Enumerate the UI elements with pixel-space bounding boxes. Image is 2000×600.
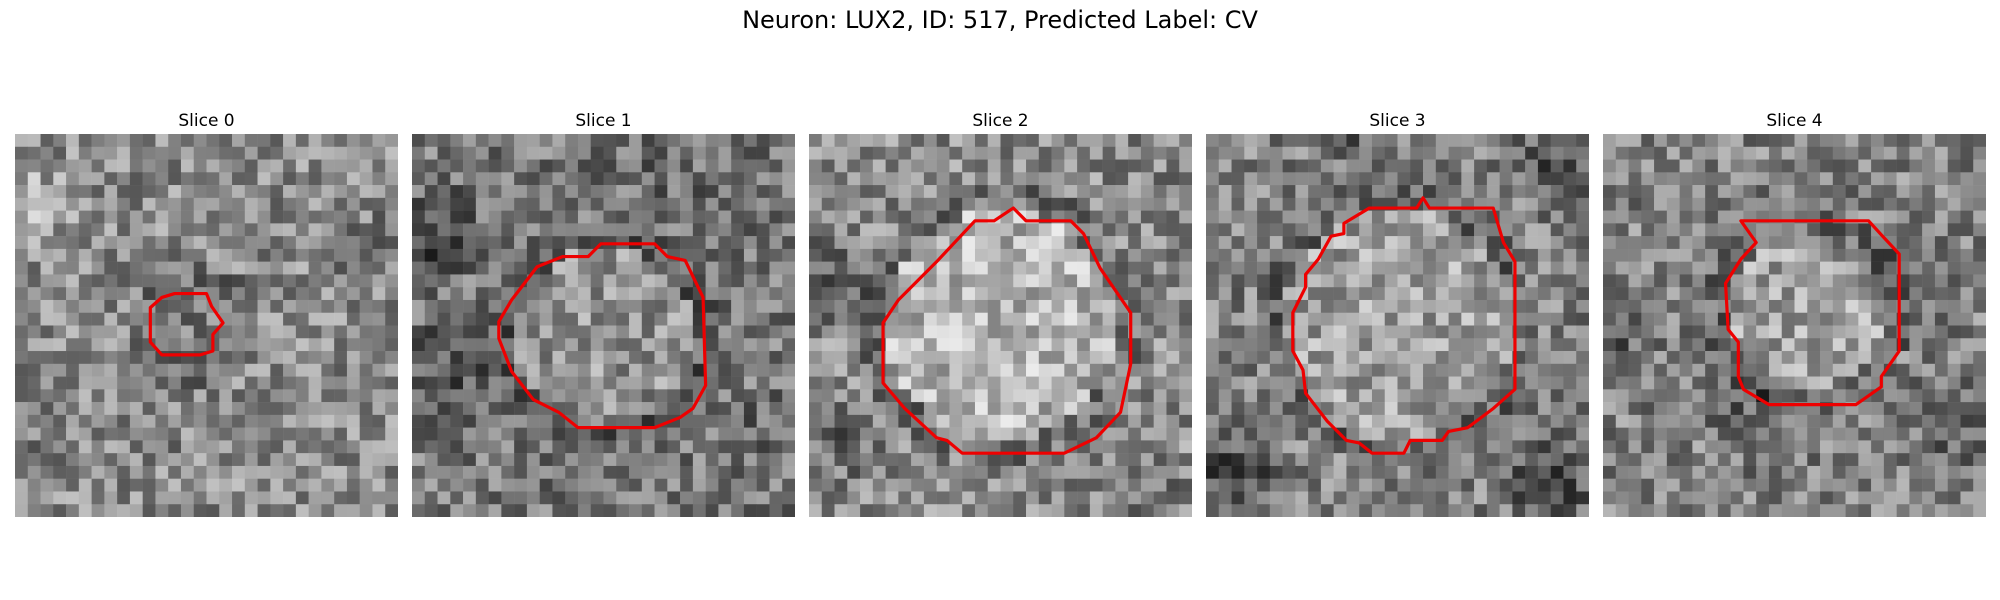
slice-1-image — [412, 134, 795, 517]
slice-3-image — [1206, 134, 1589, 517]
slice-panel-0: Slice 0 — [15, 108, 398, 517]
slice-0-title: Slice 0 — [178, 111, 235, 131]
slice-1-title: Slice 1 — [575, 111, 632, 131]
figure-title: Neuron: LUX2, ID: 517, Predicted Label: … — [742, 6, 1258, 34]
slice-panel-1: Slice 1 — [412, 108, 795, 517]
slice-4-image — [1603, 134, 1986, 517]
slice-3-roi-contour — [1291, 196, 1517, 455]
slice-panel-3: Slice 3 — [1206, 108, 1589, 517]
slice-0-image — [15, 134, 398, 517]
slice-panel-4: Slice 4 — [1603, 108, 1986, 517]
slice-2-roi-contour — [881, 206, 1133, 455]
slice-0-roi-contour — [148, 291, 225, 357]
slice-2-title: Slice 2 — [972, 111, 1029, 131]
slice-4-title: Slice 4 — [1766, 111, 1823, 131]
slice-2-image — [809, 134, 1192, 517]
slice-4-roi-contour — [1723, 219, 1901, 407]
slice-3-title: Slice 3 — [1369, 111, 1426, 131]
slice-panel-2: Slice 2 — [809, 108, 1192, 517]
slice-1-roi-contour — [497, 242, 708, 430]
